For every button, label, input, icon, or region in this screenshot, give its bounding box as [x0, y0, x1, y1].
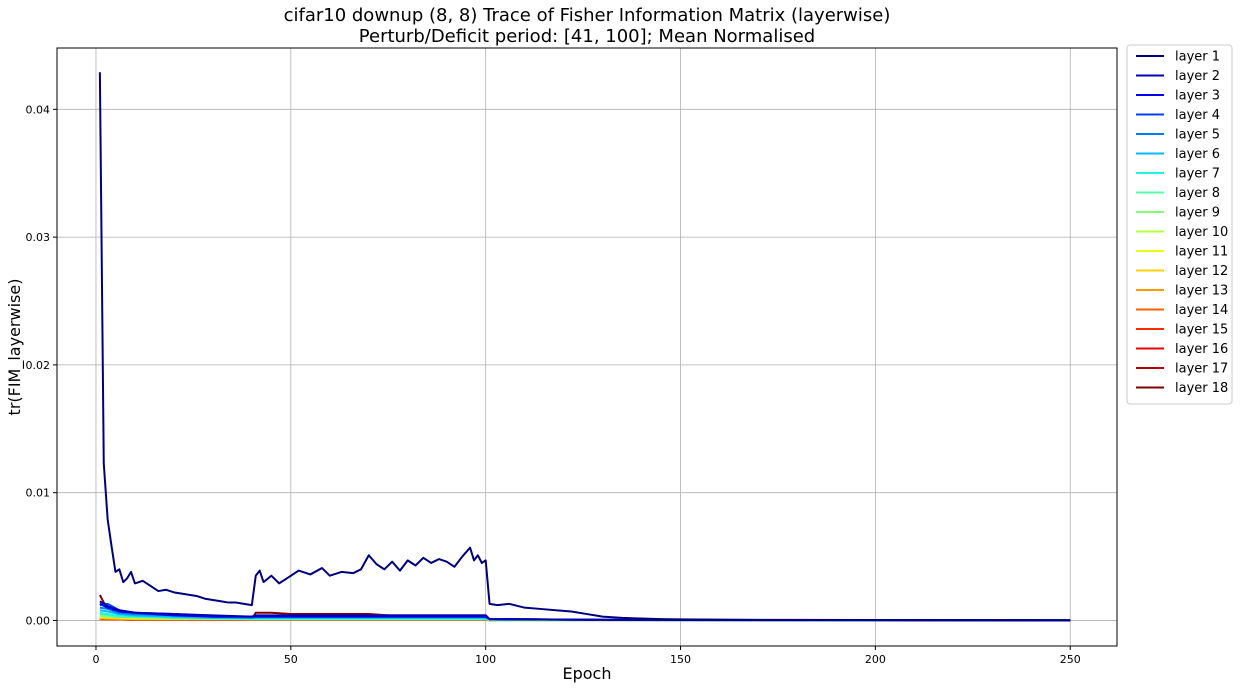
legend-entry: layer 15: [1175, 323, 1228, 338]
legend-entry: layer 16: [1175, 342, 1228, 357]
x-tick-label: 200: [865, 653, 886, 666]
y-tick-label: 0.00: [26, 614, 51, 627]
y-tick-label: 0.02: [26, 359, 51, 372]
x-tick-label: 250: [1060, 653, 1081, 666]
legend-entry: layer 8: [1175, 186, 1220, 201]
y-axis-label: tr(FIM_layerwise): [5, 279, 25, 416]
y-tick-label: 0.04: [26, 103, 51, 116]
grid-lines: [57, 48, 1117, 646]
series-lines: [98, 72, 1071, 622]
legend-entry: layer 4: [1175, 108, 1220, 123]
legend: layer 1 layer 2 layer 3 layer 4 layer 5 layer…: [1126, 44, 1233, 405]
legend-entry: layer 12: [1175, 264, 1228, 279]
legend-entry: layer 17: [1175, 362, 1228, 377]
legend-entry: layer 14: [1175, 303, 1228, 318]
legend-entry: layer 1: [1175, 50, 1220, 65]
legend-entry: layer 10: [1175, 225, 1228, 240]
x-tick-label: 50: [284, 653, 298, 666]
x-tick-label: 100: [475, 653, 496, 666]
legend-entry: layer 5: [1175, 128, 1220, 143]
x-tick-label: 150: [670, 653, 691, 666]
plot-frame: [56, 47, 1118, 647]
series-line-layer-2: [99, 600, 1071, 622]
x-axis-label: Epoch: [563, 664, 612, 683]
chart-title: cifar10 downup (8, 8) Trace of Fisher In…: [283, 5, 891, 26]
legend-entry: layer 11: [1175, 245, 1228, 260]
x-tick-label: 0: [92, 653, 99, 666]
series-line-layer-1: [98, 72, 1071, 622]
legend-entry: layer 6: [1175, 147, 1220, 162]
axis-ticks: 0 50 100 150 200 250 0.00 0.01 0.02 0.03 0.04: [26, 103, 1081, 666]
chart-subtitle: Perturb/Deficit period: [41, 100]; Mean …: [358, 26, 816, 47]
legend-entry: layer 2: [1175, 69, 1220, 84]
legend-entry: layer 3: [1175, 89, 1220, 104]
legend-entry: layer 9: [1175, 206, 1220, 221]
legend-entry: layer 7: [1175, 167, 1220, 182]
legend-entry: layer 13: [1175, 284, 1228, 299]
legend-entry: layer 18: [1175, 381, 1228, 396]
y-tick-label: 0.01: [26, 487, 51, 500]
y-tick-label: 0.03: [26, 231, 51, 244]
